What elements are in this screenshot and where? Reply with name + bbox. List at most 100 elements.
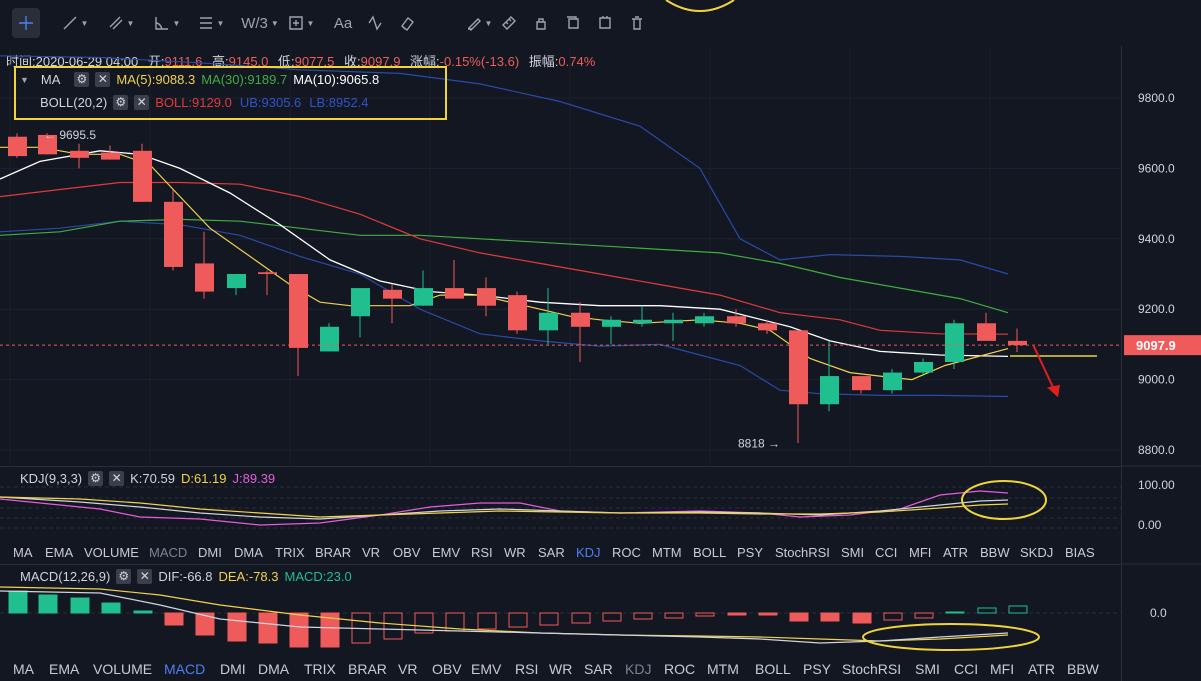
indicator-tab-mtm[interactable]: MTM xyxy=(652,545,682,560)
text-icon[interactable]: Aa xyxy=(332,8,354,38)
indicator-tab-wr[interactable]: WR xyxy=(549,661,573,677)
candlestick-chart[interactable]: ← 9695.5 8818 → xyxy=(0,46,1121,466)
collapse-chevron-icon[interactable]: ▼ xyxy=(20,74,29,85)
indicator-tab-kdj[interactable]: KDJ xyxy=(625,661,652,677)
candle[interactable] xyxy=(1008,328,1027,353)
indicator-tab-boll[interactable]: BOLL xyxy=(755,661,791,677)
indicator-tab-ema[interactable]: EMA xyxy=(45,545,74,560)
indicator-tab-ema[interactable]: EMA xyxy=(49,661,80,677)
indicator-tab-atr[interactable]: ATR xyxy=(1028,661,1055,677)
candle[interactable] xyxy=(70,143,89,169)
candle[interactable] xyxy=(289,274,308,377)
candle[interactable] xyxy=(445,259,464,299)
indicator-tab-volume[interactable]: VOLUME xyxy=(84,545,139,560)
pane-divider[interactable] xyxy=(0,564,1121,565)
clone-icon[interactable] xyxy=(562,8,584,38)
eraser-icon[interactable] xyxy=(396,8,418,38)
ruler-icon[interactable] xyxy=(498,8,520,38)
red-arrow-shaft[interactable] xyxy=(1032,343,1057,395)
settings-gear-icon[interactable]: ⚙ xyxy=(74,72,90,87)
macd-chart[interactable] xyxy=(0,565,1121,657)
candle[interactable] xyxy=(414,270,433,306)
candle[interactable] xyxy=(571,302,590,362)
pane-divider[interactable] xyxy=(0,466,1121,467)
candle[interactable] xyxy=(633,305,652,327)
indicator-tab-psy[interactable]: PSY xyxy=(803,661,832,677)
indicator-tab-stochrsi[interactable]: StochRSI xyxy=(842,661,902,677)
indicator-tab-dmi[interactable]: DMI xyxy=(198,545,222,560)
candle[interactable] xyxy=(133,143,152,202)
trendline-icon[interactable]: ▼ xyxy=(60,8,90,38)
indicator-tab-vr[interactable]: VR xyxy=(398,661,418,677)
indicator-tab-boll[interactable]: BOLL xyxy=(693,545,727,560)
trash-icon[interactable] xyxy=(626,8,648,38)
crosshair-icon[interactable] xyxy=(12,8,40,38)
candle[interactable] xyxy=(539,288,558,345)
candle[interactable] xyxy=(914,358,933,377)
candle[interactable] xyxy=(38,133,57,155)
candle[interactable] xyxy=(164,189,183,271)
wave-icon[interactable]: W/3 ▼ xyxy=(241,8,279,38)
settings-gear-icon[interactable]: ⚙ xyxy=(116,569,132,584)
indicator-tab-smi[interactable]: SMI xyxy=(841,545,865,560)
candle[interactable] xyxy=(195,231,214,299)
indicator-tab-mtm[interactable]: MTM xyxy=(707,661,739,677)
indicator-tab-dma[interactable]: DMA xyxy=(258,661,290,677)
candle[interactable] xyxy=(758,319,777,334)
candle[interactable] xyxy=(977,312,996,341)
fib-icon[interactable]: ▼ xyxy=(196,8,226,38)
indicator-tab-cci[interactable]: CCI xyxy=(875,545,898,560)
indicator-tab-bias[interactable]: BIAS xyxy=(1065,545,1095,560)
multi-line-icon[interactable]: ▼ xyxy=(106,8,136,38)
close-icon[interactable]: ✕ xyxy=(109,471,125,486)
indicator-tab-bbw[interactable]: BBW xyxy=(1067,661,1099,677)
indicator-tab-bbw[interactable]: BBW xyxy=(980,545,1010,560)
indicator-tab-atr[interactable]: ATR xyxy=(943,545,969,560)
candle[interactable] xyxy=(351,288,370,338)
indicator-tab-macd[interactable]: MACD xyxy=(149,545,188,560)
hide-icon[interactable] xyxy=(594,8,616,38)
indicator-tab-sar[interactable]: SAR xyxy=(584,661,613,677)
indicator-tab-ma[interactable]: MA xyxy=(13,545,33,560)
candle[interactable] xyxy=(602,316,621,345)
indicator-tab-obv[interactable]: OBV xyxy=(432,661,462,677)
pattern-icon[interactable] xyxy=(364,8,386,38)
candle[interactable] xyxy=(477,277,496,317)
indicator-tab-emv[interactable]: EMV xyxy=(432,545,461,560)
indicator-tab-smi[interactable]: SMI xyxy=(915,661,940,677)
indicator-tab-vr[interactable]: VR xyxy=(362,545,381,560)
close-icon[interactable]: ✕ xyxy=(134,95,150,110)
angle-icon[interactable]: ▼ xyxy=(152,8,182,38)
indicator-tab-dma[interactable]: DMA xyxy=(234,545,263,560)
indicator-tab-skdj[interactable]: SKDJ xyxy=(1020,545,1054,560)
candle[interactable] xyxy=(852,376,871,394)
indicator-tab-psy[interactable]: PSY xyxy=(737,545,764,560)
indicator-tab-obv[interactable]: OBV xyxy=(393,545,421,560)
candle[interactable] xyxy=(945,319,964,370)
indicator-tab-brar[interactable]: BRAR xyxy=(315,545,352,560)
candle[interactable] xyxy=(8,133,27,158)
indicator-tab-dmi[interactable]: DMI xyxy=(220,661,246,677)
indicator-tab-brar[interactable]: BRAR xyxy=(348,661,387,677)
candle[interactable] xyxy=(664,312,683,341)
indicator-tab-kdj[interactable]: KDJ xyxy=(576,545,601,560)
candle[interactable] xyxy=(258,270,277,296)
dropdown-caret-icon[interactable]: ▼ xyxy=(216,18,225,28)
price-axis[interactable]: 9800.0 9600.0 9400.0 9200.0 9000.0 8800.0 9097… xyxy=(1121,46,1201,681)
candle[interactable] xyxy=(227,274,246,296)
dropdown-caret-icon[interactable]: ▼ xyxy=(484,18,493,28)
candle[interactable] xyxy=(727,309,746,327)
dropdown-caret-icon[interactable]: ▼ xyxy=(126,18,135,28)
settings-gear-icon[interactable]: ⚙ xyxy=(113,95,129,110)
indicator-tab-cci[interactable]: CCI xyxy=(954,661,979,677)
indicator-tab-trix[interactable]: TRIX xyxy=(275,545,305,560)
close-icon[interactable]: ✕ xyxy=(95,72,111,87)
dropdown-caret-icon[interactable]: ▼ xyxy=(270,18,279,28)
candle[interactable] xyxy=(508,291,527,334)
indicator-tab-ma[interactable]: MA xyxy=(13,661,34,677)
indicator-tab-volume[interactable]: VOLUME xyxy=(93,661,153,677)
indicator-tab-mfi[interactable]: MFI xyxy=(990,661,1015,677)
close-icon[interactable]: ✕ xyxy=(137,569,153,584)
brush-icon[interactable]: ▼ xyxy=(464,8,494,38)
indicator-tab-macd[interactable]: MACD xyxy=(164,661,206,677)
